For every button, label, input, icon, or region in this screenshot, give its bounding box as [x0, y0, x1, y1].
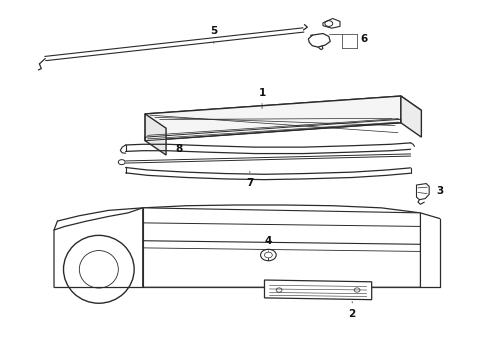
Polygon shape [145, 96, 421, 128]
Polygon shape [323, 18, 340, 28]
Polygon shape [416, 184, 429, 200]
Text: 1: 1 [258, 88, 266, 98]
Text: 7: 7 [246, 178, 253, 188]
Text: 8: 8 [175, 144, 183, 154]
Circle shape [118, 159, 125, 165]
Text: 5: 5 [210, 26, 218, 36]
Text: 3: 3 [436, 186, 443, 197]
Text: 4: 4 [265, 236, 272, 246]
Polygon shape [401, 96, 421, 137]
Polygon shape [145, 114, 166, 155]
Polygon shape [143, 208, 420, 287]
Text: 6: 6 [360, 34, 367, 44]
Polygon shape [265, 280, 372, 300]
Polygon shape [145, 96, 401, 141]
Text: 2: 2 [348, 309, 356, 319]
